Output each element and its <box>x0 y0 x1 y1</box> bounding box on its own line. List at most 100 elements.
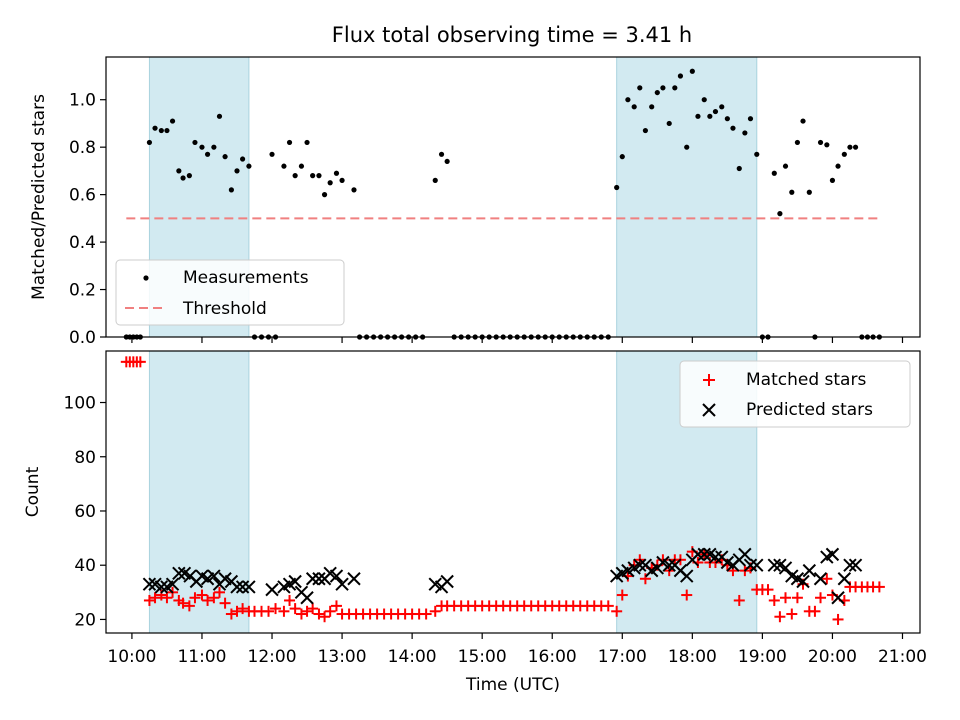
x-tick-label: 16:00 <box>528 647 577 667</box>
top-y-axis-label: Matched/Predicted stars <box>29 94 49 300</box>
legend-marker-predicted <box>702 403 716 417</box>
matched-star-marker <box>313 608 325 620</box>
y-tick-label: 40 <box>74 556 96 576</box>
measurement-point <box>438 151 445 157</box>
matched-star-marker <box>602 600 614 612</box>
matched-star-marker <box>616 589 628 601</box>
matched-star-marker <box>213 586 225 598</box>
measurement-point <box>824 142 830 148</box>
matched-star-marker <box>809 605 821 617</box>
measurement-point <box>695 113 701 119</box>
measurement-point <box>684 144 690 150</box>
matched-star-marker <box>324 605 336 617</box>
measurement-point <box>192 139 198 146</box>
matched-star-marker <box>301 605 313 617</box>
y-tick-label: 60 <box>74 502 96 522</box>
measurement-point <box>707 113 713 119</box>
legend-label-threshold: Threshold <box>182 299 267 319</box>
predicted-star-marker <box>305 572 320 586</box>
predicted-star-marker <box>440 574 454 589</box>
measurement-point <box>817 139 824 146</box>
measurement-point <box>327 180 333 186</box>
measurement-point <box>712 108 719 115</box>
measurement-point <box>199 144 205 150</box>
matched-star-marker <box>420 608 432 620</box>
x-tick-label: 20:00 <box>808 647 857 667</box>
measurement-point <box>730 125 736 131</box>
measurement-point <box>619 154 625 160</box>
matched-star-marker <box>319 611 331 623</box>
measurement-point <box>216 113 223 119</box>
x-tick-label: 19:00 <box>738 647 787 667</box>
predicted-star-marker <box>633 558 647 572</box>
measurement-point <box>689 68 695 74</box>
measurement-point <box>158 127 164 134</box>
measurement-point <box>835 163 841 169</box>
y-tick-label: 80 <box>74 448 96 468</box>
matched-star-marker <box>307 603 319 615</box>
measurement-point <box>292 173 298 179</box>
measurement-point <box>169 118 176 124</box>
x-tick-label: 13:00 <box>318 647 367 667</box>
measurement-point <box>614 184 620 191</box>
measurement-point <box>841 151 847 157</box>
measurement-point <box>444 158 450 165</box>
measurement-point <box>333 170 340 176</box>
measurement-point <box>654 89 660 96</box>
matched-star-marker <box>429 605 441 617</box>
matched-star-marker <box>219 597 231 609</box>
measurement-point <box>321 192 328 198</box>
measurement-point <box>152 125 158 131</box>
predicted-star-marker <box>265 582 279 597</box>
y-tick-label: 0.6 <box>69 186 96 206</box>
top-legend-box <box>115 259 345 326</box>
predicted-star-marker <box>329 569 344 583</box>
measurement-point <box>800 118 806 124</box>
predicted-star-marker <box>691 547 705 562</box>
matched-star-marker <box>611 605 623 617</box>
measurement-point <box>660 85 666 91</box>
matched-star-marker <box>289 603 301 615</box>
matched-star-marker <box>225 608 237 620</box>
predicted-star-marker <box>837 572 852 586</box>
matched-star-marker <box>786 608 798 620</box>
y-tick-label: 20 <box>74 610 96 630</box>
measurement-point <box>782 163 789 169</box>
y-tick-label: 0.2 <box>69 281 96 301</box>
x-tick-label: 14:00 <box>388 647 437 667</box>
measurement-point <box>298 163 305 169</box>
measurement-point <box>631 104 637 110</box>
matched-star-marker <box>791 592 803 604</box>
matched-star-marker <box>815 592 827 604</box>
measurement-point <box>234 168 240 174</box>
predicted-star-marker <box>813 572 828 586</box>
measurement-point <box>852 144 859 150</box>
predicted-star-marker <box>235 580 250 594</box>
legend-label-measurements: Measurements <box>183 268 309 288</box>
matched-star-marker <box>780 592 792 604</box>
predicted-star-marker <box>662 558 676 572</box>
predicted-star-marker <box>680 569 694 583</box>
predicted-star-marker <box>172 566 186 581</box>
legend-label-predicted: Predicted stars <box>746 400 873 420</box>
bottom-legend: Matched stars Predicted stars <box>679 360 911 428</box>
measurement-point <box>677 73 684 79</box>
measurement-point <box>211 144 217 150</box>
legend-marker-matched <box>703 374 715 386</box>
measurement-point <box>777 211 783 217</box>
predicted-star-marker <box>843 558 857 572</box>
predicted-star-marker <box>767 558 781 572</box>
measurement-point <box>146 139 153 146</box>
measurement-point <box>847 144 853 150</box>
matched-star-marker <box>149 592 161 604</box>
predicted-star-marker <box>796 574 810 589</box>
matched-star-marker <box>263 605 275 617</box>
matched-star-marker <box>733 594 745 606</box>
measurement-point <box>747 116 754 122</box>
predicted-star-marker <box>154 580 169 594</box>
measurement-point <box>742 130 748 136</box>
matched-star-marker <box>774 611 786 623</box>
predicted-star-marker <box>288 574 302 589</box>
measurement-point <box>666 120 672 127</box>
matched-star-marker <box>177 597 189 609</box>
